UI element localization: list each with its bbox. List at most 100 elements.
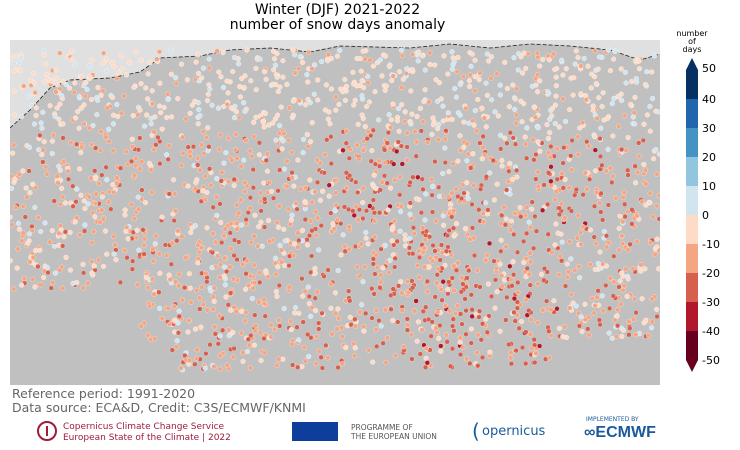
station-dot xyxy=(420,186,426,192)
station-dot xyxy=(625,135,631,141)
station-dot xyxy=(434,329,440,336)
station-dot xyxy=(576,310,582,316)
station-dot xyxy=(333,190,339,196)
station-dot xyxy=(284,81,290,88)
station-dot xyxy=(353,204,359,210)
station-dot xyxy=(192,98,198,104)
station-dot xyxy=(385,207,391,213)
station-dot xyxy=(234,155,240,161)
station-dot xyxy=(549,249,555,255)
station-dot xyxy=(313,360,319,367)
station-dot xyxy=(81,82,87,88)
station-dot xyxy=(340,147,346,153)
station-dot xyxy=(553,221,559,227)
station-dot xyxy=(311,62,318,68)
station-dot xyxy=(198,244,204,251)
station-dot xyxy=(233,131,239,137)
station-dot xyxy=(532,114,538,120)
station-dot xyxy=(261,180,267,186)
station-dot xyxy=(617,278,623,284)
station-dot xyxy=(261,296,267,303)
reference-period: Reference period: 1991-2020 xyxy=(12,386,196,401)
station-dot xyxy=(244,258,250,264)
station-dot xyxy=(396,283,402,289)
station-dot xyxy=(572,192,578,198)
station-dot xyxy=(599,293,605,299)
station-dot xyxy=(582,301,588,307)
station-dot xyxy=(186,357,192,364)
station-dot xyxy=(656,266,660,272)
station-dot xyxy=(75,109,81,115)
station-dot xyxy=(176,313,182,319)
station-dot xyxy=(47,103,53,109)
c3s-name: Copernicus Climate Change Service xyxy=(63,422,225,432)
station-dot xyxy=(423,345,429,351)
station-dot xyxy=(91,229,97,235)
station-dot xyxy=(508,355,514,361)
station-dot xyxy=(364,104,370,110)
station-dot xyxy=(389,227,395,233)
station-dot xyxy=(360,48,366,54)
station-dot xyxy=(333,107,339,113)
station-dot xyxy=(214,194,220,200)
station-dot xyxy=(272,116,278,122)
station-dot xyxy=(272,255,279,261)
station-dot xyxy=(438,242,445,248)
station-dot xyxy=(179,134,186,140)
station-dot xyxy=(367,203,373,209)
station-dot xyxy=(477,284,483,290)
station-dot xyxy=(239,308,245,314)
station-dot xyxy=(547,130,553,136)
station-dot xyxy=(532,359,538,366)
station-dot xyxy=(416,49,422,55)
station-dot xyxy=(540,207,546,213)
station-dot xyxy=(573,186,579,193)
station-dot xyxy=(157,270,163,276)
station-dot xyxy=(437,257,443,263)
station-dot xyxy=(526,271,532,277)
station-dot xyxy=(154,56,160,62)
station-dot xyxy=(362,56,368,62)
station-dot xyxy=(523,329,529,335)
station-dot xyxy=(81,102,87,108)
station-dot xyxy=(88,142,95,148)
station-dot xyxy=(270,81,276,87)
station-dot xyxy=(113,257,119,263)
station-dot xyxy=(603,282,609,289)
station-dot xyxy=(289,149,295,156)
station-dot xyxy=(342,76,348,83)
station-dot xyxy=(479,156,485,162)
station-dot xyxy=(176,271,182,277)
station-dot xyxy=(407,236,413,242)
station-dot xyxy=(535,125,541,131)
station-dot xyxy=(165,91,171,97)
station-dot xyxy=(186,271,192,277)
station-dot xyxy=(432,248,438,254)
station-dot xyxy=(196,295,203,301)
station-dot xyxy=(556,124,562,130)
station-dot xyxy=(30,276,36,283)
station-dot xyxy=(351,353,358,359)
station-dot xyxy=(352,316,358,322)
station-dot xyxy=(319,59,325,65)
station-dot xyxy=(398,279,404,285)
station-dot xyxy=(311,91,317,97)
station-dot xyxy=(226,179,232,185)
station-dot xyxy=(231,345,237,352)
station-dot xyxy=(219,169,225,175)
station-dot xyxy=(475,332,481,338)
station-dot xyxy=(245,210,251,216)
station-dot xyxy=(175,320,181,326)
station-dot xyxy=(372,271,378,277)
station-dot xyxy=(552,242,558,248)
station-dot xyxy=(12,88,18,94)
station-dot xyxy=(201,151,207,157)
station-dot xyxy=(182,352,188,359)
station-dot xyxy=(642,266,648,272)
station-dot xyxy=(380,340,386,346)
station-dot xyxy=(301,344,307,351)
station-dot xyxy=(84,86,90,93)
station-dot xyxy=(97,147,103,153)
station-dot xyxy=(444,339,450,345)
station-dot xyxy=(553,83,559,89)
